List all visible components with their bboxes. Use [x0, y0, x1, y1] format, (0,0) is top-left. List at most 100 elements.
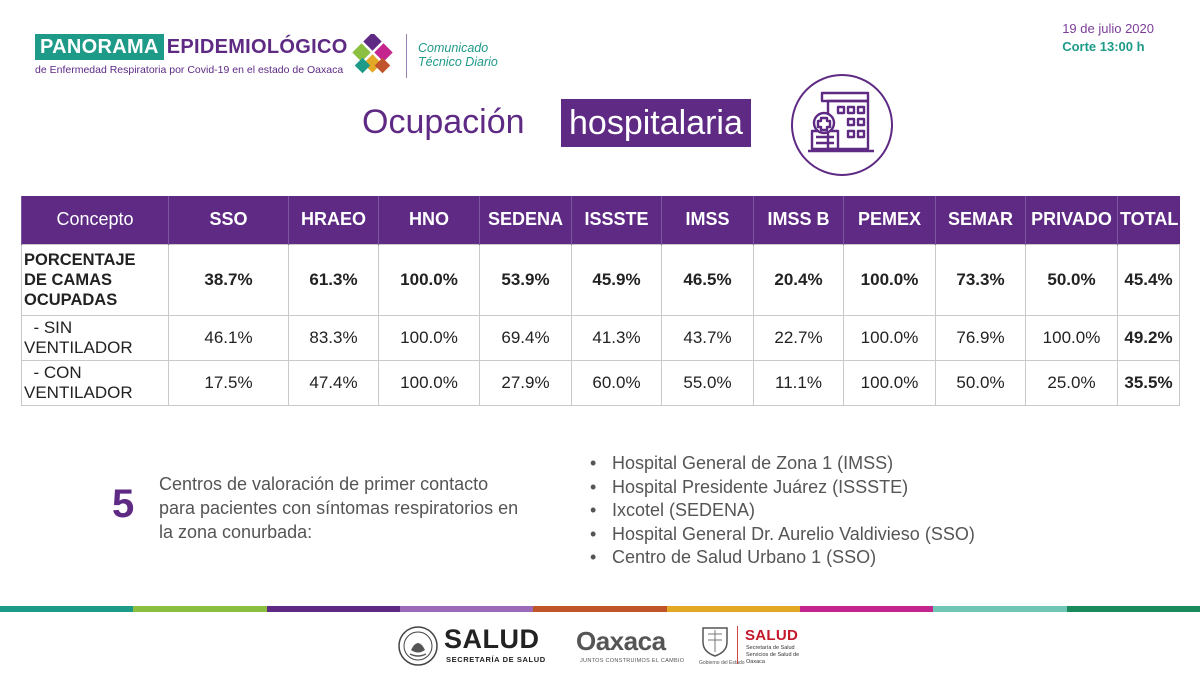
- column-header: SEDENA: [479, 196, 572, 244]
- comunicado-line1: Comunicado: [418, 41, 489, 55]
- hospital-name: Hospital General de Zona 1 (IMSS): [612, 453, 894, 473]
- salud-logo-text: SALUD: [444, 624, 540, 654]
- page-title-part1: Ocupación: [362, 103, 525, 141]
- color-bar-segment: [933, 606, 1067, 612]
- column-header: HRAEO: [288, 196, 379, 244]
- list-item: • Hospital General de Zona 1 (IMSS): [590, 452, 975, 476]
- table-cell: 46.1%: [168, 314, 289, 361]
- color-bar-segment: [399, 606, 534, 612]
- concept-line: PORCENTAJE: [24, 250, 136, 269]
- centros-description: Centros de valoración de primer contacto…: [159, 474, 519, 542]
- column-header: ISSSTE: [571, 196, 662, 244]
- table-row: - CON VENTILADOR 17.5% 47.4% 100.0% 27.9…: [21, 359, 1180, 406]
- bullet-icon: •: [590, 453, 597, 473]
- table-cell: 76.9%: [935, 314, 1026, 361]
- brand-subtitle: de Enfermedad Respiratoria por Covid-19 …: [35, 64, 344, 76]
- table-cell: 45.9%: [571, 243, 662, 316]
- table-row: - SIN VENTILADOR 46.1% 83.3% 100.0% 69.4…: [21, 314, 1180, 361]
- color-bar-segment: [0, 606, 134, 612]
- color-bar-segment: [266, 606, 400, 612]
- table-cell: 17.5%: [168, 359, 289, 406]
- comunicado-line2: Técnico Diario: [418, 55, 498, 69]
- column-header: IMSS B: [753, 196, 844, 244]
- hospital-name: Hospital Presidente Juárez (ISSSTE): [612, 476, 909, 497]
- table-cell: 100.0%: [843, 359, 936, 406]
- hospital-name: Hospital General Dr. Aurelio Valdivieso …: [612, 523, 975, 544]
- table-cell: 11.1%: [753, 359, 844, 406]
- mexico-seal-icon: [398, 626, 438, 666]
- footer-divider: [737, 626, 738, 664]
- brand-divider: [406, 34, 407, 78]
- column-header: SSO: [168, 196, 289, 244]
- table-cell: 55.0%: [661, 359, 754, 406]
- table-cell: 100.0%: [378, 359, 480, 406]
- list-item: • Centro de Salud Urbano 1 (SSO): [590, 546, 975, 570]
- brand-epidemiologico: EPIDEMIOLÓGICO: [166, 36, 348, 58]
- hospital-name: Centro de Salud Urbano 1 (SSO): [612, 547, 877, 567]
- column-header: PEMEX: [843, 196, 936, 244]
- table-cell: 27.9%: [479, 359, 572, 406]
- table-cell: 100.0%: [843, 314, 936, 361]
- table-cell: 46.5%: [661, 243, 754, 316]
- page-title-part2: hospitalaria: [561, 99, 751, 147]
- concept-line: VENTILADOR: [24, 382, 133, 402]
- table-cell: 73.3%: [935, 243, 1026, 316]
- column-header: PRIVADO: [1025, 196, 1118, 244]
- concept-line: - SIN: [24, 317, 73, 337]
- concept-line: OCUPADAS: [24, 290, 118, 309]
- table-cell-total: 35.5%: [1117, 359, 1180, 406]
- brand-block: PANORAMA EPIDEMIOLÓGICO de Enfermedad Re…: [35, 34, 348, 76]
- brand-title: PANORAMA EPIDEMIOLÓGICO: [35, 34, 348, 60]
- row-concept: - SIN VENTILADOR: [21, 314, 169, 361]
- list-item: • Hospital Presidente Juárez (ISSSTE): [590, 476, 975, 500]
- concept-line: - CON: [24, 362, 82, 382]
- bullet-icon: •: [590, 547, 597, 567]
- table-cell: 22.7%: [753, 314, 844, 361]
- color-bar-segment: [533, 606, 667, 612]
- salud-oaxaca-subtext: Secretaría de Salud Servicios de Salud d…: [746, 645, 800, 665]
- footer-color-bar: [0, 606, 1200, 612]
- column-header: SEMAR: [935, 196, 1026, 244]
- table-row: PORCENTAJE DE CAMAS OCUPADAS 38.7% 61.3%…: [21, 243, 1180, 316]
- table-cell: 69.4%: [479, 314, 572, 361]
- bullet-icon: •: [590, 523, 597, 544]
- salud-oaxaca-logo-text: SALUD: [745, 627, 799, 644]
- oaxaca-shield-icon: [702, 627, 728, 657]
- row-concept: - CON VENTILADOR: [21, 359, 169, 406]
- table-cell: 61.3%: [288, 243, 379, 316]
- color-bar-segment: [133, 606, 267, 612]
- oaxaca-logo-text: Oaxaca: [576, 626, 666, 656]
- report-date: 19 de julio 2020: [1062, 21, 1154, 36]
- table-cell: 100.0%: [1025, 314, 1118, 361]
- oaxaca-logo-subtext: JUNTOS CONSTRUIMOS EL CAMBIO: [580, 658, 685, 664]
- gobierno-label: Gobierno del Estado: [699, 660, 745, 666]
- centros-count: 5: [112, 482, 135, 526]
- table-header-row: Concepto SSO HRAEO HNO SEDENA ISSSTE IMS…: [21, 196, 1180, 244]
- column-header: IMSS: [661, 196, 754, 244]
- table-cell: 100.0%: [843, 243, 936, 316]
- salud-logo-subtext: SECRETARÍA DE SALUD: [446, 655, 546, 664]
- table-cell: 43.7%: [661, 314, 754, 361]
- color-bar-segment: [799, 606, 934, 612]
- hospital-list: • Hospital General de Zona 1 (IMSS) • Hosp…: [590, 452, 975, 570]
- table-cell: 20.4%: [753, 243, 844, 316]
- footer: SALUD SECRETARÍA DE SALUD Oaxaca JUNTOS …: [0, 620, 1200, 675]
- row-concept: PORCENTAJE DE CAMAS OCUPADAS: [21, 243, 169, 316]
- table-cell: 25.0%: [1025, 359, 1118, 406]
- report-corte: Corte 13:00 h: [1062, 39, 1145, 54]
- table-cell: 100.0%: [378, 314, 480, 361]
- brand-panorama: PANORAMA: [35, 34, 164, 60]
- table-cell: 60.0%: [571, 359, 662, 406]
- hospital-occupancy-table: Concepto SSO HRAEO HNO SEDENA ISSSTE IMS…: [21, 196, 1180, 406]
- hospital-building-icon: [791, 74, 893, 176]
- date-block: 19 de julio 2020 Corte 13:00 h: [1062, 20, 1154, 56]
- table-cell: 47.4%: [288, 359, 379, 406]
- table-cell: 53.9%: [479, 243, 572, 316]
- color-bar-segment: [1066, 606, 1200, 612]
- table-cell: 83.3%: [288, 314, 379, 361]
- table-cell: 41.3%: [571, 314, 662, 361]
- list-item: • Hospital General Dr. Aurelio Valdivieso…: [590, 523, 975, 547]
- bullet-icon: •: [590, 500, 597, 520]
- column-header: Concepto: [21, 196, 169, 244]
- hospital-name: Ixcotel (SEDENA): [612, 500, 756, 520]
